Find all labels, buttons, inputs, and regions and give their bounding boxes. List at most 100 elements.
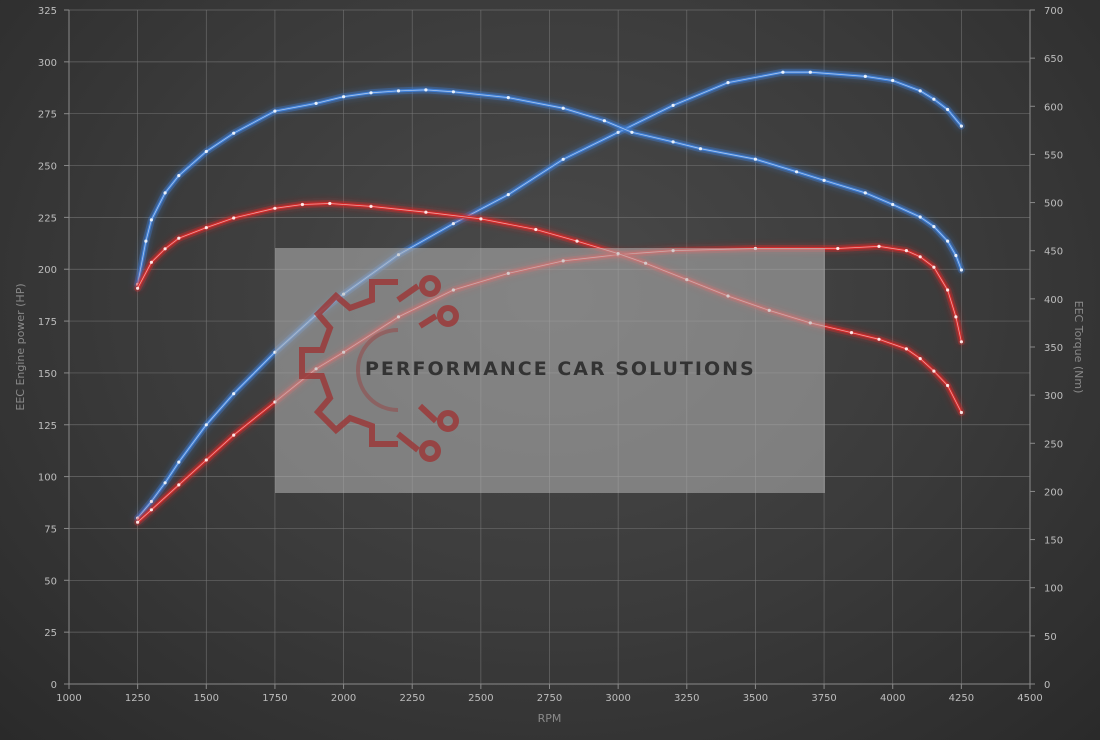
x-tick-label: 4250 — [949, 693, 974, 704]
data-point — [561, 106, 565, 110]
data-point — [849, 331, 854, 335]
y-tick-label: 200 — [38, 265, 57, 276]
x-tick-label: 1750 — [262, 693, 287, 704]
data-point — [946, 239, 950, 243]
data-point — [726, 81, 730, 85]
data-point — [877, 244, 881, 248]
data-point — [630, 130, 634, 134]
y-right-tick-label: 500 — [1044, 199, 1063, 210]
y-tick-label: 75 — [44, 524, 57, 535]
y-right-tick-label: 350 — [1044, 343, 1063, 354]
data-point — [204, 423, 208, 427]
data-point — [891, 202, 895, 207]
x-tick-label: 3500 — [743, 693, 768, 704]
data-point — [451, 90, 455, 94]
axes: 1000 1250 1500 1750 2000 2250 2500 2750 3000 3250… — [14, 6, 1085, 725]
data-point — [396, 89, 401, 93]
y-tick-label: 125 — [38, 421, 57, 432]
y-right-tick-label: 250 — [1044, 439, 1063, 450]
data-point — [232, 392, 236, 396]
watermark-panel — [275, 248, 825, 493]
y-right-tick-label: 600 — [1044, 102, 1063, 113]
data-point — [671, 103, 675, 107]
series-highlight — [137, 71, 962, 519]
x-tick-label: 3000 — [605, 693, 630, 704]
data-point — [795, 170, 799, 174]
data-point — [424, 210, 428, 214]
data-point — [959, 410, 964, 415]
data-point — [144, 239, 148, 243]
data-point — [836, 246, 840, 251]
y-tick-label: 225 — [38, 213, 57, 224]
data-point — [232, 216, 236, 220]
data-point — [932, 265, 936, 269]
data-point — [177, 236, 181, 240]
series-0 — [134, 68, 965, 522]
data-point — [808, 70, 812, 74]
gear-circuit-icon — [299, 275, 459, 462]
data-point — [959, 340, 964, 344]
data-point — [232, 131, 236, 135]
data-point — [959, 268, 964, 272]
data-point — [877, 337, 881, 341]
x-tick-label: 2250 — [399, 693, 424, 704]
data-point — [177, 483, 181, 487]
data-point — [671, 140, 675, 144]
data-point — [273, 109, 277, 113]
y-right-tick-label: 50 — [1044, 632, 1057, 643]
data-point — [273, 206, 277, 210]
data-point — [163, 191, 167, 195]
data-point — [177, 460, 181, 464]
y-axis-title: EEC Engine power (HP) — [14, 283, 27, 410]
series-3 — [134, 200, 965, 416]
data-point — [959, 124, 964, 128]
data-point — [369, 91, 373, 95]
data-point — [149, 508, 153, 512]
x-tick-label: 3750 — [811, 693, 836, 704]
data-point — [946, 383, 950, 388]
data-point — [918, 89, 922, 93]
x-tick-label: 2000 — [331, 693, 356, 704]
data-point — [232, 433, 236, 437]
y-right-tick-label: 100 — [1044, 584, 1063, 595]
data-point — [506, 193, 510, 197]
data-point — [932, 369, 936, 373]
y-right-axis-title: EEC Torque (Nm) — [1072, 301, 1085, 394]
y-right-tick-label: 400 — [1044, 295, 1063, 306]
y-right-tick-label: 150 — [1044, 536, 1063, 547]
data-point — [451, 222, 455, 226]
x-tick-label: 3250 — [674, 693, 699, 704]
y-tick-label: 100 — [38, 473, 57, 484]
data-point — [204, 149, 208, 154]
x-tick-label: 1000 — [56, 693, 81, 704]
data-point — [918, 255, 922, 259]
data-point — [506, 96, 510, 100]
data-point — [177, 174, 181, 178]
data-point — [781, 70, 785, 74]
data-point — [149, 218, 153, 222]
x-axis-title: RPM — [538, 712, 562, 725]
y-tick-label: 0 — [51, 680, 57, 691]
data-point — [300, 202, 304, 207]
y-tick-label: 325 — [38, 6, 57, 17]
data-point — [575, 239, 579, 243]
y-right-tick-label: 550 — [1044, 150, 1063, 161]
x-tick-label: 1500 — [194, 693, 219, 704]
y-tick-label: 50 — [44, 576, 57, 587]
data-point — [369, 204, 373, 208]
data-point — [918, 215, 922, 219]
data-point — [136, 286, 140, 290]
data-point — [918, 357, 922, 361]
y-right-tick-label: 650 — [1044, 54, 1063, 65]
y-right-tick-label: 200 — [1044, 487, 1063, 498]
data-point — [314, 101, 318, 105]
data-point — [932, 97, 936, 101]
watermark: PERFORMANCE CAR SOLUTIONS — [275, 248, 825, 493]
data-point — [863, 191, 867, 195]
y-tick-label: 150 — [38, 369, 57, 380]
data-point — [424, 88, 428, 92]
x-tick-label: 4500 — [1017, 693, 1042, 704]
data-point — [204, 458, 208, 462]
data-point — [891, 78, 895, 83]
